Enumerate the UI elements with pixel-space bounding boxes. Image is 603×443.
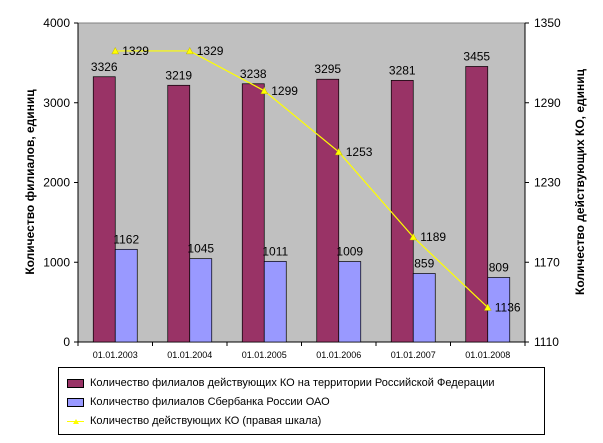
left-tick-label: 4000	[43, 16, 70, 30]
right-tick-label: 1350	[534, 16, 561, 30]
left-tick-label: 1000	[43, 255, 70, 269]
bars	[92, 66, 511, 343]
line-point	[111, 46, 120, 55]
bar-series-1	[114, 248, 138, 343]
legend-item-active-ko: Количество действующих КО (правая шкала)	[67, 412, 321, 430]
bar-series-0	[167, 84, 191, 343]
x-tick-label: 01.01.2003	[93, 350, 138, 360]
legend-label-sberbank-branches: Количество филиалов Сбербанка России ОАО	[90, 396, 330, 408]
right-tick-label: 1290	[534, 96, 561, 110]
bar-series-1	[189, 258, 213, 343]
left-axis: 0 1000 2000 3000 4000	[43, 16, 79, 349]
bar-value-label: 3455	[463, 49, 490, 63]
bar-series-0	[241, 83, 265, 343]
legend-swatch-sberbank-branches	[67, 397, 84, 407]
line-value-label: 1329	[122, 44, 149, 58]
bar-value-label: 3326	[91, 60, 118, 74]
line-point	[260, 86, 269, 94]
x-tick-label: 01.01.2004	[167, 350, 212, 360]
bar-series-0	[390, 79, 414, 343]
x-tick-label: 01.01.2008	[465, 350, 510, 360]
y-axis-label: Количество филиалов, единиц	[23, 89, 37, 275]
right-tick-label: 1230	[534, 176, 561, 190]
bar-series-0	[92, 76, 116, 343]
line-point	[483, 303, 492, 311]
x-axis: 01.01.2003 01.01.2004 01.01.2005 01.01.2006…	[77, 341, 526, 360]
line-value-label: 1136	[495, 300, 521, 314]
bar-value-label: 3219	[165, 68, 192, 82]
bar-value-label: 3295	[314, 62, 341, 76]
bar-value-label: 1045	[187, 242, 214, 256]
legend-item-ko-branches: Количество филиалов действующих КО на те…	[67, 374, 495, 392]
right-axis: 1110 1170 1230 1290 1350	[524, 16, 561, 349]
bar-value-label: 3281	[389, 63, 416, 77]
bar-value-label: 809	[489, 260, 509, 274]
legend: Количество филиалов действующих КО на те…	[58, 367, 545, 435]
line-value-label: 1189	[420, 230, 446, 244]
y2-axis-label: Количество действующих КО, единиц	[573, 68, 587, 295]
line-point	[334, 148, 343, 156]
legend-label-active-ko: Количество действующих КО (правая шкала)	[90, 415, 322, 427]
bar-value-label: 1162	[113, 232, 139, 246]
bar-series-1	[412, 273, 436, 343]
bar-series-1	[263, 261, 287, 343]
left-tick-label: 2000	[43, 176, 70, 190]
line-series	[111, 46, 492, 311]
x-tick-label: 01.01.2006	[316, 350, 361, 360]
legend-swatch-ko-branches	[67, 378, 84, 388]
bar-series-0	[465, 66, 489, 343]
bar-value-label: 859	[414, 256, 434, 270]
x-tick-label: 01.01.2007	[391, 350, 436, 360]
data-labels: 3326 3219 3238 3295 3281 3455 1162 1045 1011 1009…	[91, 44, 521, 315]
bar-series-1	[338, 261, 362, 343]
line-point	[409, 233, 418, 241]
x-tick-label: 01.01.2005	[242, 350, 287, 360]
line-value-label: 1299	[271, 84, 298, 98]
bar-value-label: 1009	[336, 245, 363, 259]
left-tick-label: 0	[63, 335, 70, 349]
line-series-path	[115, 50, 489, 308]
legend-swatch-active-ko	[67, 417, 84, 426]
bar-value-label: 3238	[240, 67, 267, 81]
line-value-label: 1329	[197, 44, 224, 58]
right-tick-label: 1170	[534, 255, 560, 269]
right-tick-label: 1110	[534, 335, 559, 349]
plot-area	[77, 22, 526, 343]
legend-label-ko-branches: Количество филиалов действующих КО на те…	[90, 377, 495, 389]
line-point	[185, 46, 194, 55]
line-value-label: 1253	[346, 145, 373, 159]
left-tick-label: 3000	[43, 96, 70, 110]
bar-series-0	[316, 78, 340, 343]
bar-value-label: 1011	[262, 244, 288, 258]
legend-item-sberbank-branches: Количество филиалов Сбербанка России ОАО	[67, 393, 330, 411]
